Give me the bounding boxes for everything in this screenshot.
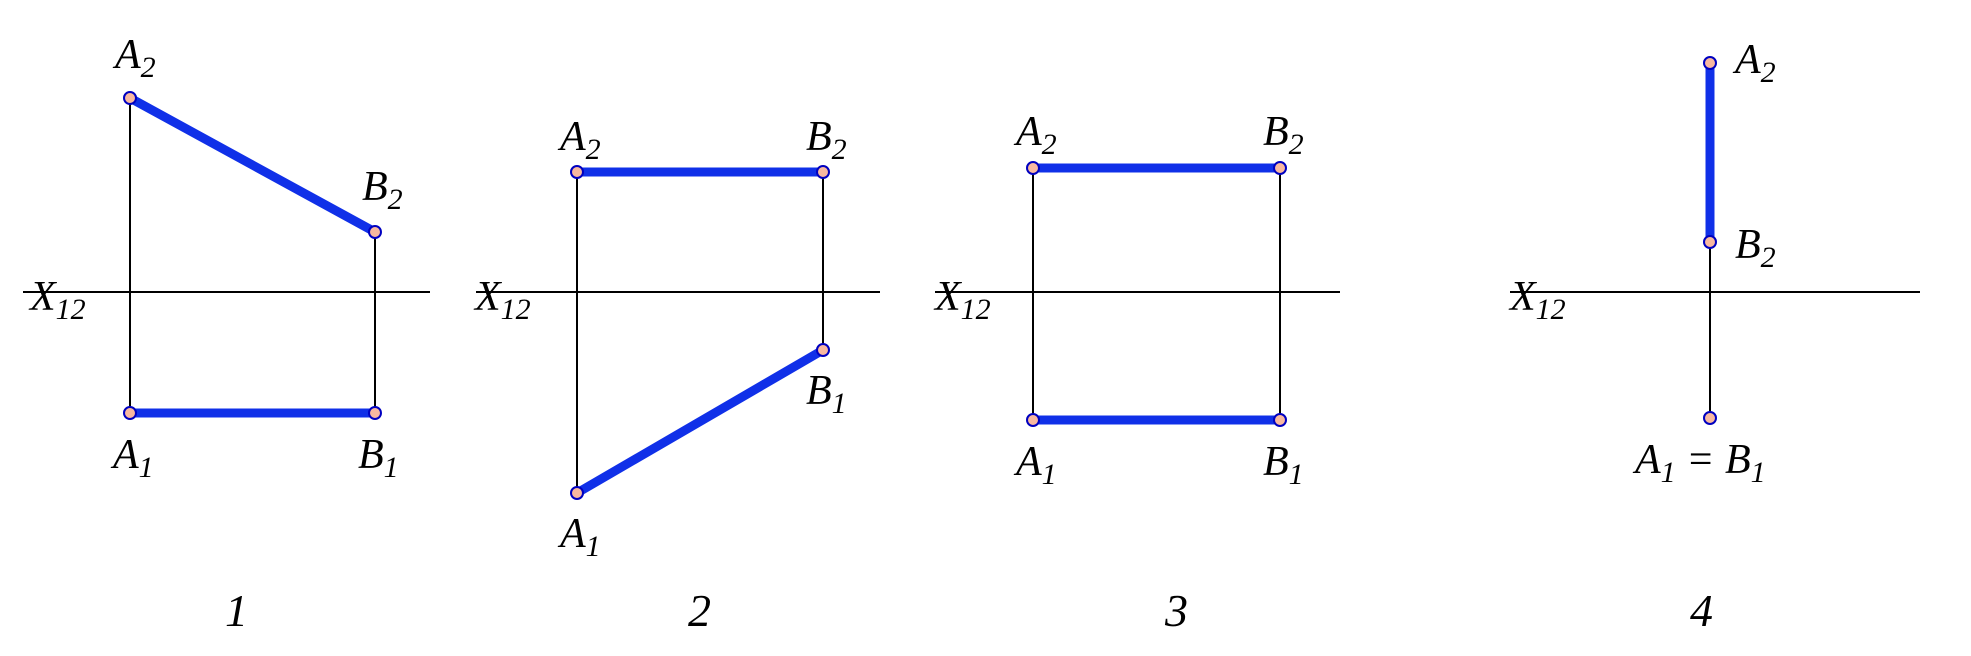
point [571,166,583,178]
point-label: A2 [112,32,156,84]
point [571,487,583,499]
panel-caption: 2 [688,585,711,636]
segment [130,98,375,232]
point [817,344,829,356]
point-label: A1 [557,511,601,563]
point-label: A1 [110,432,154,484]
point-label: A1 = B1 [1632,437,1766,489]
panel-caption: 4 [1690,585,1713,636]
point [1027,414,1039,426]
point-label: B2 [362,164,403,216]
point [1704,57,1716,69]
point [1704,236,1716,248]
point-label: A2 [557,114,601,166]
point [1274,162,1286,174]
point [124,407,136,419]
axis-label: X12 [473,274,531,326]
point-label: B2 [1263,109,1304,161]
panel-3: A2 B2 A1 B1 X12 3 [933,109,1340,636]
panel-1: A2 B2 A1 B1 X12 1 [23,32,430,636]
axis-label: X12 [933,274,991,326]
point-label: A2 [1732,37,1776,89]
point-label: A1 [1013,439,1057,491]
point [817,166,829,178]
point [1274,414,1286,426]
axis-label: X12 [1508,274,1566,326]
point-label: A2 [1013,109,1057,161]
point-label: B2 [1735,222,1776,274]
panel-caption: 3 [1164,585,1188,636]
point [1704,412,1716,424]
point-label: B2 [806,114,847,166]
panel-caption: 1 [225,585,248,636]
panel-4: A2 B2 A1 = B1 X12 4 [1508,37,1920,636]
segment [577,350,823,493]
point-label: B1 [358,432,399,484]
point-label: B1 [1263,439,1304,491]
panel-2: A2 B2 A1 B1 X12 2 [473,114,880,636]
point-label: B1 [806,368,847,420]
point [1027,162,1039,174]
diagram-canvas: A2 B2 A1 B1 X12 1 A2 B2 A1 B1 X12 2 A2 B2 A1 B1 X12 3 A2 B2… [0,0,1971,656]
axis-label: X12 [28,274,86,326]
point [369,407,381,419]
point [124,92,136,104]
point [369,226,381,238]
